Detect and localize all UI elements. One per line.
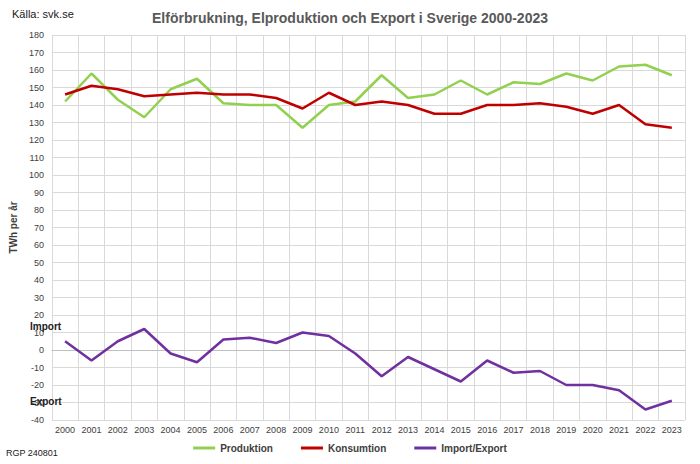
svg-text:100: 100 bbox=[29, 170, 44, 180]
svg-text:2007: 2007 bbox=[240, 425, 260, 435]
svg-text:Produktion: Produktion bbox=[220, 443, 273, 454]
svg-text:2004: 2004 bbox=[161, 425, 181, 435]
svg-text:2015: 2015 bbox=[451, 425, 471, 435]
svg-text:2008: 2008 bbox=[266, 425, 286, 435]
svg-text:Elförbrukning, Elproduktion oc: Elförbrukning, Elproduktion och Export i… bbox=[152, 10, 548, 26]
svg-text:2003: 2003 bbox=[134, 425, 154, 435]
svg-text:2017: 2017 bbox=[504, 425, 524, 435]
svg-text:2000: 2000 bbox=[55, 425, 75, 435]
svg-text:2023: 2023 bbox=[662, 425, 682, 435]
svg-text:2020: 2020 bbox=[583, 425, 603, 435]
svg-text:Import/Export: Import/Export bbox=[441, 443, 507, 454]
svg-text:10: 10 bbox=[33, 327, 44, 338]
svg-text:2016: 2016 bbox=[477, 425, 497, 435]
svg-text:Konsumtion: Konsumtion bbox=[328, 443, 386, 454]
svg-text:60: 60 bbox=[34, 240, 44, 250]
svg-text:2001: 2001 bbox=[81, 425, 101, 435]
svg-text:2022: 2022 bbox=[635, 425, 655, 435]
svg-text:TWh per år: TWh per år bbox=[8, 201, 19, 253]
svg-text:2021: 2021 bbox=[609, 425, 629, 435]
svg-text:120: 120 bbox=[29, 135, 44, 145]
svg-text:-10: -10 bbox=[31, 363, 44, 373]
svg-text:2018: 2018 bbox=[530, 425, 550, 435]
svg-text:-20: -20 bbox=[31, 380, 44, 390]
svg-text:Källa: svk.se: Källa: svk.se bbox=[12, 8, 74, 20]
svg-text:-40: -40 bbox=[31, 415, 44, 425]
svg-text:110: 110 bbox=[30, 153, 44, 163]
svg-text:2011: 2011 bbox=[346, 425, 365, 435]
svg-text:140: 140 bbox=[29, 100, 44, 110]
svg-text:2009: 2009 bbox=[292, 425, 312, 435]
svg-text:20: 20 bbox=[34, 310, 44, 320]
svg-text:80: 80 bbox=[34, 205, 44, 215]
svg-text:130: 130 bbox=[29, 118, 44, 128]
svg-text:0: 0 bbox=[39, 345, 44, 355]
svg-text:2019: 2019 bbox=[556, 425, 576, 435]
svg-text:Export: Export bbox=[30, 396, 62, 407]
svg-text:2013: 2013 bbox=[398, 425, 418, 435]
svg-text:170: 170 bbox=[29, 48, 44, 58]
svg-text:2010: 2010 bbox=[319, 425, 339, 435]
svg-text:70: 70 bbox=[34, 223, 44, 233]
svg-text:30: 30 bbox=[34, 293, 44, 303]
svg-text:2006: 2006 bbox=[213, 425, 233, 435]
svg-text:2005: 2005 bbox=[187, 425, 207, 435]
svg-text:40: 40 bbox=[34, 275, 44, 285]
svg-text:50: 50 bbox=[34, 258, 44, 268]
svg-text:2002: 2002 bbox=[108, 425, 128, 435]
svg-text:160: 160 bbox=[29, 65, 44, 75]
svg-text:2012: 2012 bbox=[372, 425, 392, 435]
svg-text:150: 150 bbox=[29, 83, 44, 93]
svg-text:RGP 240801: RGP 240801 bbox=[6, 448, 58, 458]
svg-text:180: 180 bbox=[29, 30, 44, 40]
svg-text:Import: Import bbox=[30, 321, 62, 332]
svg-text:90: 90 bbox=[34, 188, 44, 198]
svg-text:2014: 2014 bbox=[424, 425, 444, 435]
